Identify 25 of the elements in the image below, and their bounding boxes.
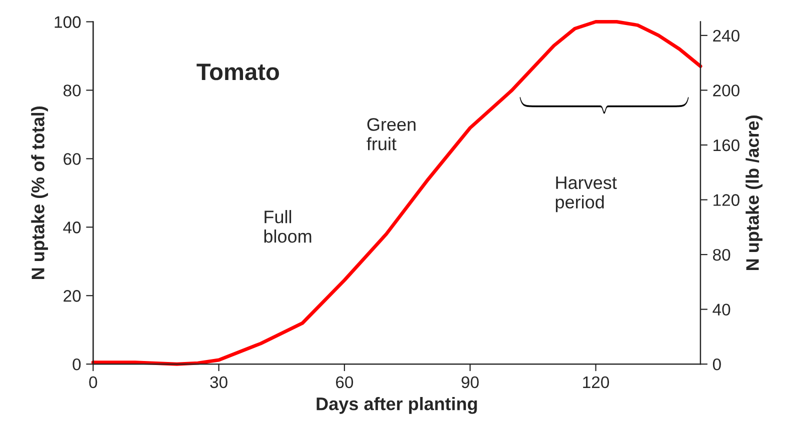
y2-axis-title: N uptake (lb /acre) [746,116,762,270]
y-tick-label: 0 [72,358,81,370]
x-tick-label: 0 [89,376,98,388]
x-tick-label: 90 [462,376,479,388]
y2-tick-label: 0 [712,358,721,370]
y2-tick-label: 160 [714,139,740,152]
y2-tick-label: 240 [713,30,740,42]
y-tick-label: 40 [63,222,81,234]
x-tick-label: 30 [210,376,228,388]
y-tick-label: 60 [64,153,81,165]
y-axis-title: N uptake (% of total) [31,106,48,279]
y-tick-label: 20 [64,290,81,302]
y2-tick-label: 80 [713,248,730,261]
y2-tick-label: 120 [714,194,740,206]
y-tick-label: 80 [64,84,81,96]
x-tick-label: 120 [583,376,610,388]
annotation: Tomato [196,64,279,80]
annotation: Harvest period [556,176,617,212]
x-axis-title: Days after planting [316,396,477,414]
annotation: Green fruit [366,118,416,150]
x-tick-label: 60 [336,376,354,388]
annotation: Full bloom [264,210,312,243]
y2-tick-label: 200 [713,84,740,96]
y2-tick-label: 40 [712,304,730,316]
y-tick-label: 100 [54,16,81,28]
